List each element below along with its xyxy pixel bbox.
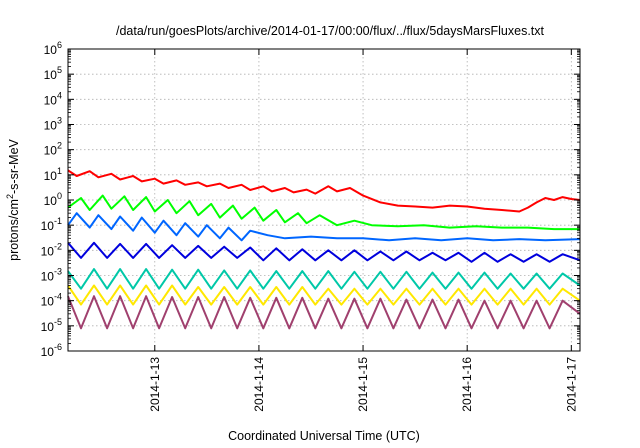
y-tick-label: 10-4 bbox=[41, 292, 62, 309]
series-line-5 bbox=[67, 268, 581, 290]
y-tick-base: 10 bbox=[44, 93, 58, 107]
y-tick-base: 10 bbox=[41, 219, 55, 233]
y-tick-exponent: 0 bbox=[57, 191, 62, 201]
series-line-1 bbox=[67, 169, 581, 213]
y-tick-exponent: 4 bbox=[57, 90, 62, 100]
series-line-4 bbox=[67, 241, 581, 263]
x-tick-label: 2014-1-14 bbox=[252, 357, 266, 412]
x-axis-label: Coordinated Universal Time (UTC) bbox=[228, 429, 420, 443]
y-axis-label-pre: protons/cm bbox=[7, 199, 21, 261]
y-tick-label: 10-6 bbox=[41, 342, 62, 359]
y-axis-ticks: 10-610-510-410-310-210-11001011021031041… bbox=[41, 40, 580, 359]
y-tick-base: 10 bbox=[41, 345, 55, 359]
y-tick-exponent: 1 bbox=[57, 166, 62, 176]
y-tick-base: 10 bbox=[41, 295, 55, 309]
y-tick-exponent: 5 bbox=[57, 65, 62, 75]
y-tick-exponent: -3 bbox=[54, 267, 62, 277]
x-tick-label: 2014-1-17 bbox=[564, 357, 578, 412]
y-tick-label: 101 bbox=[44, 166, 62, 183]
y-axis-label-post: -s-sr-MeV bbox=[7, 138, 21, 194]
series-line-7 bbox=[67, 295, 581, 330]
y-tick-label: 106 bbox=[44, 40, 62, 57]
series-line-2 bbox=[67, 194, 580, 231]
chart-title: /data/run/goesPlots/archive/2014-01-17/0… bbox=[116, 24, 545, 38]
y-tick-exponent: -2 bbox=[54, 241, 62, 251]
y-tick-label: 10-1 bbox=[41, 216, 62, 233]
y-tick-base: 10 bbox=[44, 119, 58, 133]
y-tick-base: 10 bbox=[44, 43, 58, 57]
y-tick-label: 102 bbox=[44, 141, 62, 158]
y-tick-label: 10-2 bbox=[41, 241, 62, 258]
y-tick-label: 104 bbox=[44, 90, 62, 107]
x-tick-label: 2014-1-13 bbox=[148, 357, 162, 412]
x-tick-label: 2014-1-16 bbox=[460, 357, 474, 412]
y-axis-label-sup: 2 bbox=[5, 194, 15, 199]
y-axis-label: protons/cm2-s-sr-MeV bbox=[5, 138, 21, 260]
y-tick-exponent: 2 bbox=[57, 141, 62, 151]
x-tick-label: 2014-1-15 bbox=[356, 357, 370, 412]
y-tick-exponent: -6 bbox=[54, 342, 62, 352]
y-tick-base: 10 bbox=[41, 320, 55, 334]
y-tick-base: 10 bbox=[44, 194, 58, 208]
y-tick-label: 103 bbox=[44, 116, 62, 133]
series-group bbox=[67, 169, 581, 330]
y-tick-label: 10-5 bbox=[41, 317, 62, 334]
y-tick-exponent: 6 bbox=[57, 40, 62, 50]
y-tick-label: 100 bbox=[44, 191, 62, 208]
series-line-3 bbox=[67, 212, 581, 242]
series-line-6 bbox=[67, 284, 581, 306]
y-tick-exponent: -5 bbox=[54, 317, 62, 327]
y-tick-base: 10 bbox=[44, 68, 58, 82]
y-tick-exponent: -4 bbox=[54, 292, 62, 302]
y-tick-label: 10-3 bbox=[41, 267, 62, 284]
x-axis-ticks: 2014-1-13 2014-1-14 2014-1-15 2014-1-16 2014… bbox=[148, 49, 578, 412]
y-tick-exponent: 3 bbox=[57, 116, 62, 126]
y-tick-base: 10 bbox=[44, 169, 58, 183]
y-tick-base: 10 bbox=[41, 270, 55, 284]
y-tick-base: 10 bbox=[41, 244, 55, 258]
y-tick-label: 105 bbox=[44, 65, 62, 82]
y-tick-exponent: -1 bbox=[54, 216, 62, 226]
y-tick-base: 10 bbox=[44, 144, 58, 158]
